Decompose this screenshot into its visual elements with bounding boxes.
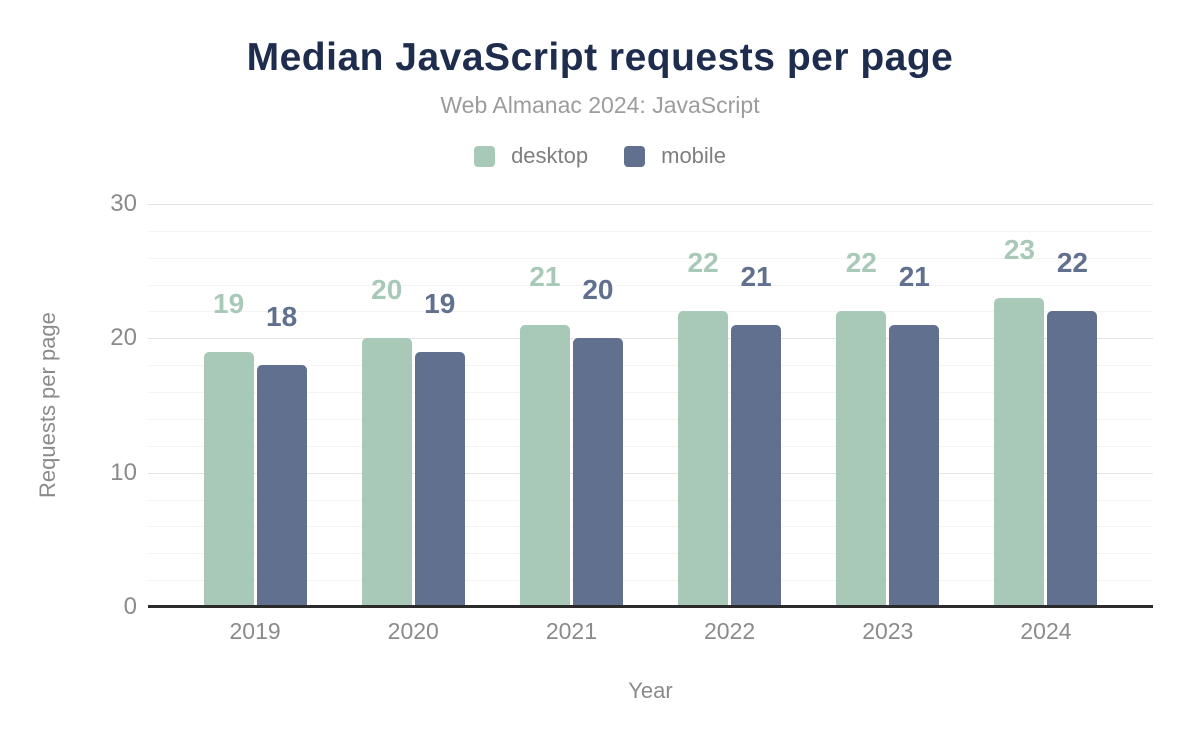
y-axis: 0 10 20 30 <box>0 192 137 619</box>
mobile-bar-wrap: 18 <box>256 303 307 607</box>
gridline <box>148 553 1153 555</box>
mobile-bar-value-label: 19 <box>424 287 456 319</box>
x-axis-line <box>148 605 1153 608</box>
mobile-bar-value-label: 21 <box>898 260 930 292</box>
desktop-bar-wrap: 21 <box>519 262 570 607</box>
gridline <box>148 472 1153 474</box>
legend-item-desktop[interactable]: desktop <box>474 143 588 169</box>
y-tick-label: 20 <box>110 324 137 352</box>
gridline <box>148 204 1153 205</box>
mobile-bar-value-label: 18 <box>266 301 298 333</box>
mobile-bar[interactable] <box>414 351 465 607</box>
gridline <box>148 580 1153 582</box>
mobile-bar[interactable] <box>256 365 307 607</box>
gridline <box>148 311 1153 313</box>
desktop-bar[interactable] <box>519 324 570 607</box>
gridline <box>148 526 1153 528</box>
desktop-bar[interactable] <box>361 338 412 607</box>
legend-item-mobile[interactable]: mobile <box>624 143 726 169</box>
x-tick-label: 2021 <box>545 618 598 644</box>
mobile-bar[interactable] <box>889 324 940 607</box>
desktop-bar-wrap: 20 <box>361 276 412 607</box>
desktop-bar-wrap: 19 <box>203 289 254 607</box>
legend-label-mobile: mobile <box>661 143 726 168</box>
chart-subtitle: Web Almanac 2024: JavaScript <box>440 92 760 118</box>
desktop-bar-value-label: 23 <box>1003 234 1036 266</box>
mobile-swatch-icon <box>624 145 646 167</box>
desktop-bar-value-label: 19 <box>213 287 245 319</box>
y-tick-label: 30 <box>110 190 137 217</box>
mobile-bar-wrap: 22 <box>1047 249 1098 607</box>
mobile-bar[interactable] <box>731 324 782 607</box>
desktop-bar[interactable] <box>994 298 1045 607</box>
desktop-bar-value-label: 22 <box>687 247 719 279</box>
gridline <box>148 284 1153 286</box>
legend: desktop mobile <box>0 143 1200 169</box>
desktop-bar[interactable] <box>203 351 254 607</box>
gridline <box>148 365 1153 367</box>
desktop-swatch-icon <box>474 145 496 167</box>
mobile-bar-wrap: 21 <box>731 262 782 607</box>
x-tick-label: 2024 <box>1020 618 1072 644</box>
chart-title: Median JavaScript requests per page <box>246 36 954 79</box>
desktop-bar[interactable] <box>678 311 729 607</box>
plot-area: 19 18 2019 20 19 2020 21 20 2021 22 21 2022 22 21 2023… <box>148 204 1153 644</box>
gridline <box>148 392 1153 394</box>
bar-group-2021: 21 20 2021 <box>492 204 650 644</box>
gridline <box>148 230 1153 232</box>
mobile-bar[interactable] <box>1047 311 1098 607</box>
bar-group-2020: 20 19 2020 <box>334 204 492 644</box>
y-tick-label: 0 <box>123 593 137 620</box>
mobile-bar-value-label: 22 <box>1056 247 1089 279</box>
y-tick-label: 10 <box>110 458 137 486</box>
mobile-bar-wrap: 21 <box>889 262 940 607</box>
desktop-bar-wrap: 22 <box>678 249 729 607</box>
legend-label-desktop: desktop <box>511 143 589 168</box>
x-axis-title: Year <box>628 678 673 703</box>
gridline <box>148 338 1153 340</box>
mobile-bar-value-label: 21 <box>740 260 772 292</box>
x-tick-label: 2019 <box>229 618 281 644</box>
gridline <box>148 418 1153 420</box>
gridline <box>148 499 1153 501</box>
bar-group-2024: 23 22 2024 <box>967 204 1125 644</box>
desktop-bar[interactable] <box>836 311 887 607</box>
desktop-bar-value-label: 22 <box>845 247 877 279</box>
bar-group-2019: 19 18 2019 <box>176 204 334 644</box>
desktop-bar-value-label: 20 <box>371 274 403 306</box>
gridline <box>148 257 1153 259</box>
mobile-bar[interactable] <box>572 338 623 607</box>
bars: 19 18 2019 20 19 2020 21 20 2021 22 21 2022 22 21 2023… <box>148 204 1153 644</box>
gridline <box>148 445 1153 447</box>
bar-group-2022: 22 21 2022 <box>651 204 809 644</box>
x-tick-label: 2022 <box>704 618 756 644</box>
desktop-bar-value-label: 21 <box>529 260 561 292</box>
x-tick-label: 2020 <box>387 618 439 644</box>
gridlines <box>148 204 1153 607</box>
x-tick-label: 2023 <box>862 618 914 644</box>
desktop-bar-wrap: 22 <box>836 249 887 607</box>
desktop-bar-wrap: 23 <box>994 236 1045 607</box>
mobile-bar-wrap: 19 <box>414 289 465 607</box>
bar-group-2023: 22 21 2023 <box>809 204 967 644</box>
mobile-bar-wrap: 20 <box>572 276 623 607</box>
mobile-bar-value-label: 20 <box>582 274 614 306</box>
